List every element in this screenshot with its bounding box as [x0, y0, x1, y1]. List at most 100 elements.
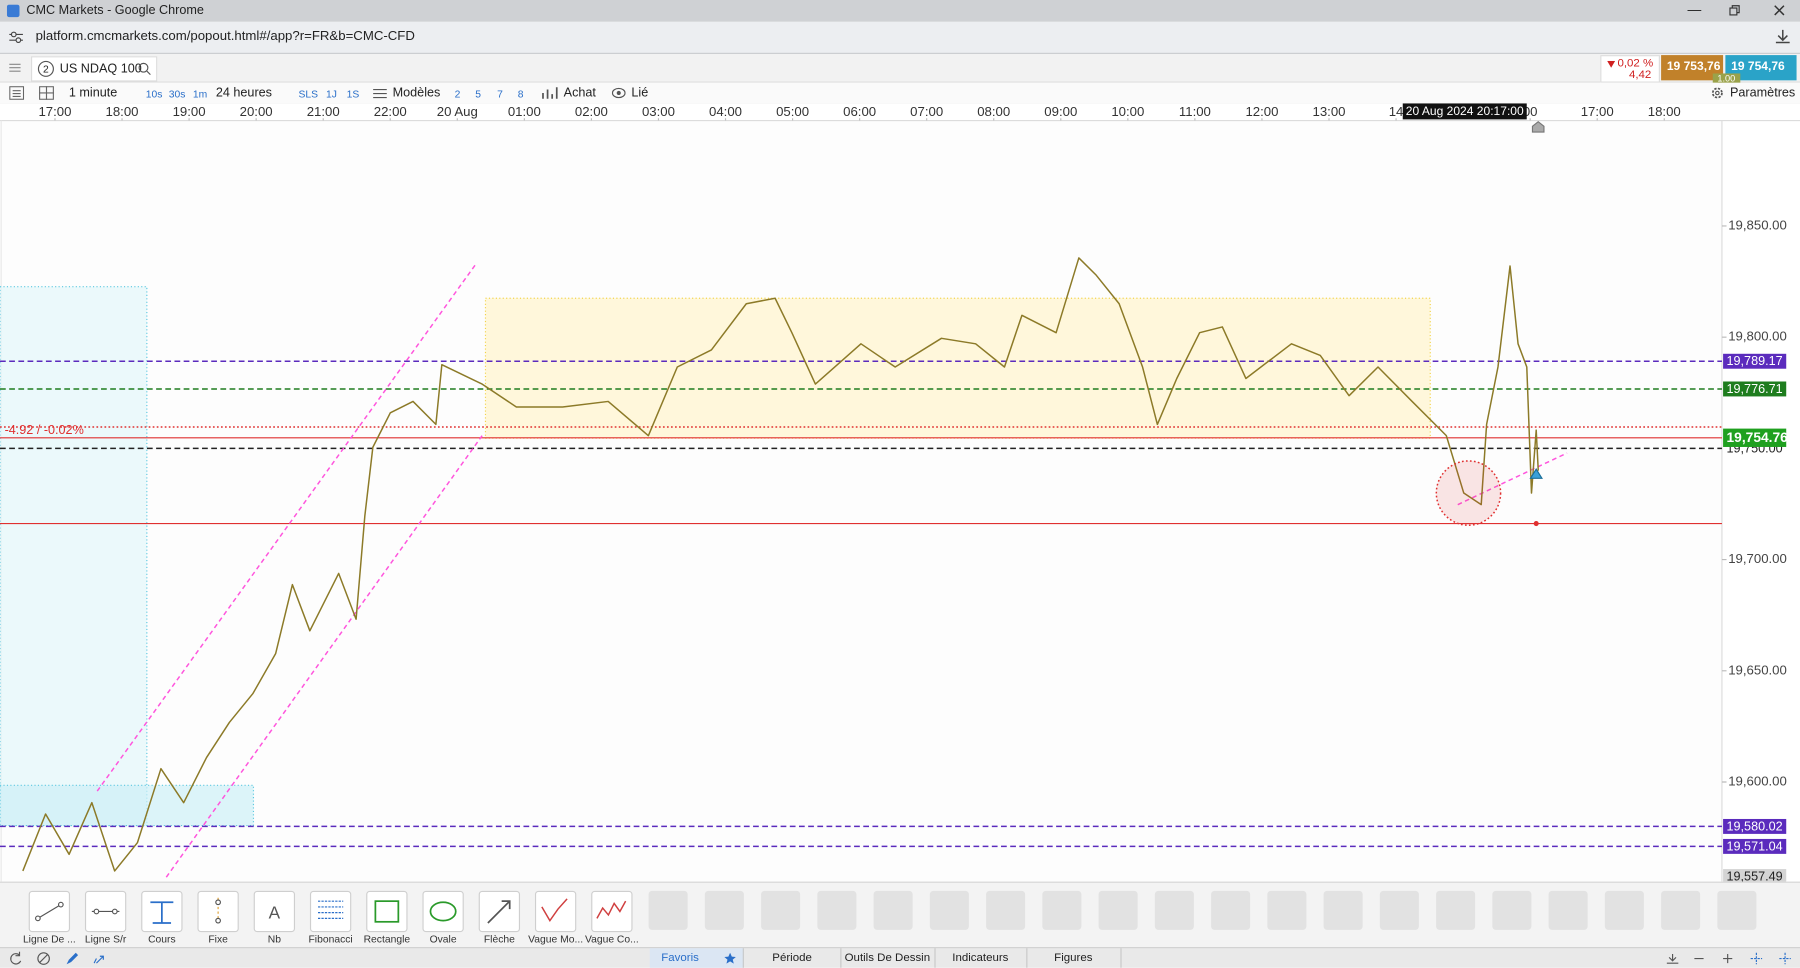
tool-label: Vague Co...	[584, 933, 639, 945]
tool-placeholder[interactable]	[1717, 890, 1757, 930]
price-line	[22, 257, 1540, 872]
settings[interactable]: Paramètres	[1729, 86, 1796, 100]
tool-placeholder[interactable]	[1042, 890, 1082, 930]
tab[interactable]: Période	[744, 948, 842, 968]
tool-placeholder[interactable]	[1492, 890, 1532, 930]
x-tick-label: 12:00	[1245, 104, 1278, 119]
favorite-star[interactable]	[724, 952, 736, 964]
url[interactable]: platform.cmcmarkets.com/popout.html#/app…	[35, 29, 415, 44]
close-button[interactable]	[1774, 5, 1785, 16]
period[interactable]: 1S	[346, 88, 360, 100]
tool-label: Ovale	[429, 933, 457, 945]
layout-count[interactable]: 2	[454, 88, 461, 100]
bottom-icons[interactable]	[9, 951, 112, 966]
tool-button[interactable]	[366, 890, 408, 933]
instrument-tab[interactable]: 2 US NDAQ 100	[30, 56, 158, 82]
price-chart: 19,600.00 19,650.00 19,700.00 19,800.00 19,8…	[0, 103, 1800, 882]
interval[interactable]: 1 minute	[68, 86, 118, 100]
site-info-icon[interactable]	[9, 31, 23, 44]
settings-icon[interactable]	[1710, 86, 1724, 100]
trendline	[165, 435, 483, 878]
tool-placeholder[interactable]	[1211, 890, 1251, 930]
trendline	[96, 263, 477, 792]
trade[interactable]: Achat	[563, 86, 596, 100]
link-icon[interactable]	[611, 87, 626, 99]
tool-icon	[215, 897, 221, 926]
tab-label: Période	[772, 951, 812, 965]
tab[interactable]: Figures	[1026, 948, 1122, 968]
tool-button[interactable]	[84, 890, 127, 933]
tool-placeholder[interactable]	[873, 890, 913, 930]
layout-count[interactable]: 8	[517, 88, 524, 100]
tool-label: Fixe	[208, 933, 228, 945]
tab[interactable]: Outils De Dessin	[840, 948, 936, 968]
chart-toolbar: 1 minute 10s 30s 1m 24 heures SLS 1J 1S …	[0, 82, 1800, 105]
crosshair-tag	[1402, 103, 1527, 120]
level-tag-label: 19,776.71	[1727, 382, 1783, 396]
tool-button[interactable]	[422, 890, 464, 933]
period[interactable]: SLS	[298, 88, 319, 100]
layout-count[interactable]: 5	[475, 88, 482, 100]
tool-button[interactable]	[197, 890, 239, 933]
tool-button[interactable]	[591, 890, 633, 933]
y-tick-label: 19,650.00	[1728, 662, 1787, 677]
tool-placeholder[interactable]	[817, 890, 857, 930]
x-tick-label: 07:00	[910, 104, 943, 119]
buy-button[interactable]: 19 754,76	[1725, 55, 1797, 81]
tool-placeholder[interactable]	[704, 890, 744, 930]
tab[interactable]: Indicateurs	[934, 948, 1028, 968]
tool-button[interactable]: A	[253, 890, 296, 933]
tab[interactable]: Favoris	[649, 948, 744, 968]
restore-button[interactable]	[1729, 5, 1740, 16]
tool-placeholder[interactable]	[1323, 890, 1363, 930]
tool-placeholder[interactable]	[1604, 890, 1644, 930]
window-title: CMC Markets - Google Chrome	[26, 3, 204, 18]
x-tick-label: 14	[1389, 104, 1404, 119]
x-tick-label: 18:00	[1648, 104, 1681, 119]
tab-label: Indicateurs	[952, 951, 1009, 965]
x-tick-label: 01:00	[508, 104, 541, 119]
tool-placeholder[interactable]	[929, 890, 969, 930]
y-tick-label: 19,800.00	[1728, 329, 1787, 344]
tool-button[interactable]	[478, 890, 521, 933]
tool-placeholder[interactable]	[1154, 890, 1194, 930]
tool-placeholder[interactable]	[1548, 890, 1588, 930]
tool-label: Ligne S/r	[84, 933, 127, 945]
menu-icon[interactable]	[9, 63, 21, 72]
templates-icon[interactable]	[373, 87, 387, 100]
layout-count[interactable]: 7	[497, 88, 503, 100]
tool-button[interactable]	[28, 890, 71, 933]
tool-placeholder[interactable]	[1436, 890, 1476, 930]
quick-interval[interactable]: 30s	[168, 88, 186, 100]
tool-placeholder[interactable]	[1098, 890, 1138, 930]
tool-label: Vague Mo...	[528, 933, 584, 945]
list-icon[interactable]	[9, 86, 25, 100]
tool-label: Nb	[267, 933, 281, 945]
quick-interval[interactable]: 1m	[192, 88, 208, 100]
tool-button[interactable]	[141, 890, 183, 933]
tool-placeholder[interactable]	[1267, 890, 1307, 930]
tool-icon	[541, 898, 568, 923]
minimize-button[interactable]: —	[1687, 1, 1702, 18]
tool-placeholder[interactable]	[648, 890, 688, 930]
zoom-icons[interactable]	[1665, 952, 1794, 966]
tool-placeholder[interactable]	[1379, 890, 1419, 930]
tool-placeholder[interactable]	[986, 890, 1026, 930]
layout-icon[interactable]	[39, 86, 54, 100]
trade-icon[interactable]	[542, 86, 558, 100]
tool-icon	[596, 900, 627, 919]
tool-placeholder[interactable]	[1661, 890, 1701, 930]
link[interactable]: Lié	[631, 86, 649, 100]
period[interactable]: 1J	[326, 88, 337, 100]
download-icon[interactable]	[1775, 29, 1791, 45]
app-icon	[6, 4, 20, 18]
search-icon[interactable]	[138, 62, 152, 76]
quick-interval[interactable]: 10s	[145, 88, 163, 100]
tool-placeholder[interactable]	[761, 890, 801, 930]
tool-button[interactable]	[534, 890, 577, 933]
templates[interactable]: Modèles	[392, 86, 441, 100]
range[interactable]: 24 heures	[215, 86, 272, 100]
tool-button[interactable]	[309, 890, 352, 933]
level-tag	[1723, 869, 1787, 882]
